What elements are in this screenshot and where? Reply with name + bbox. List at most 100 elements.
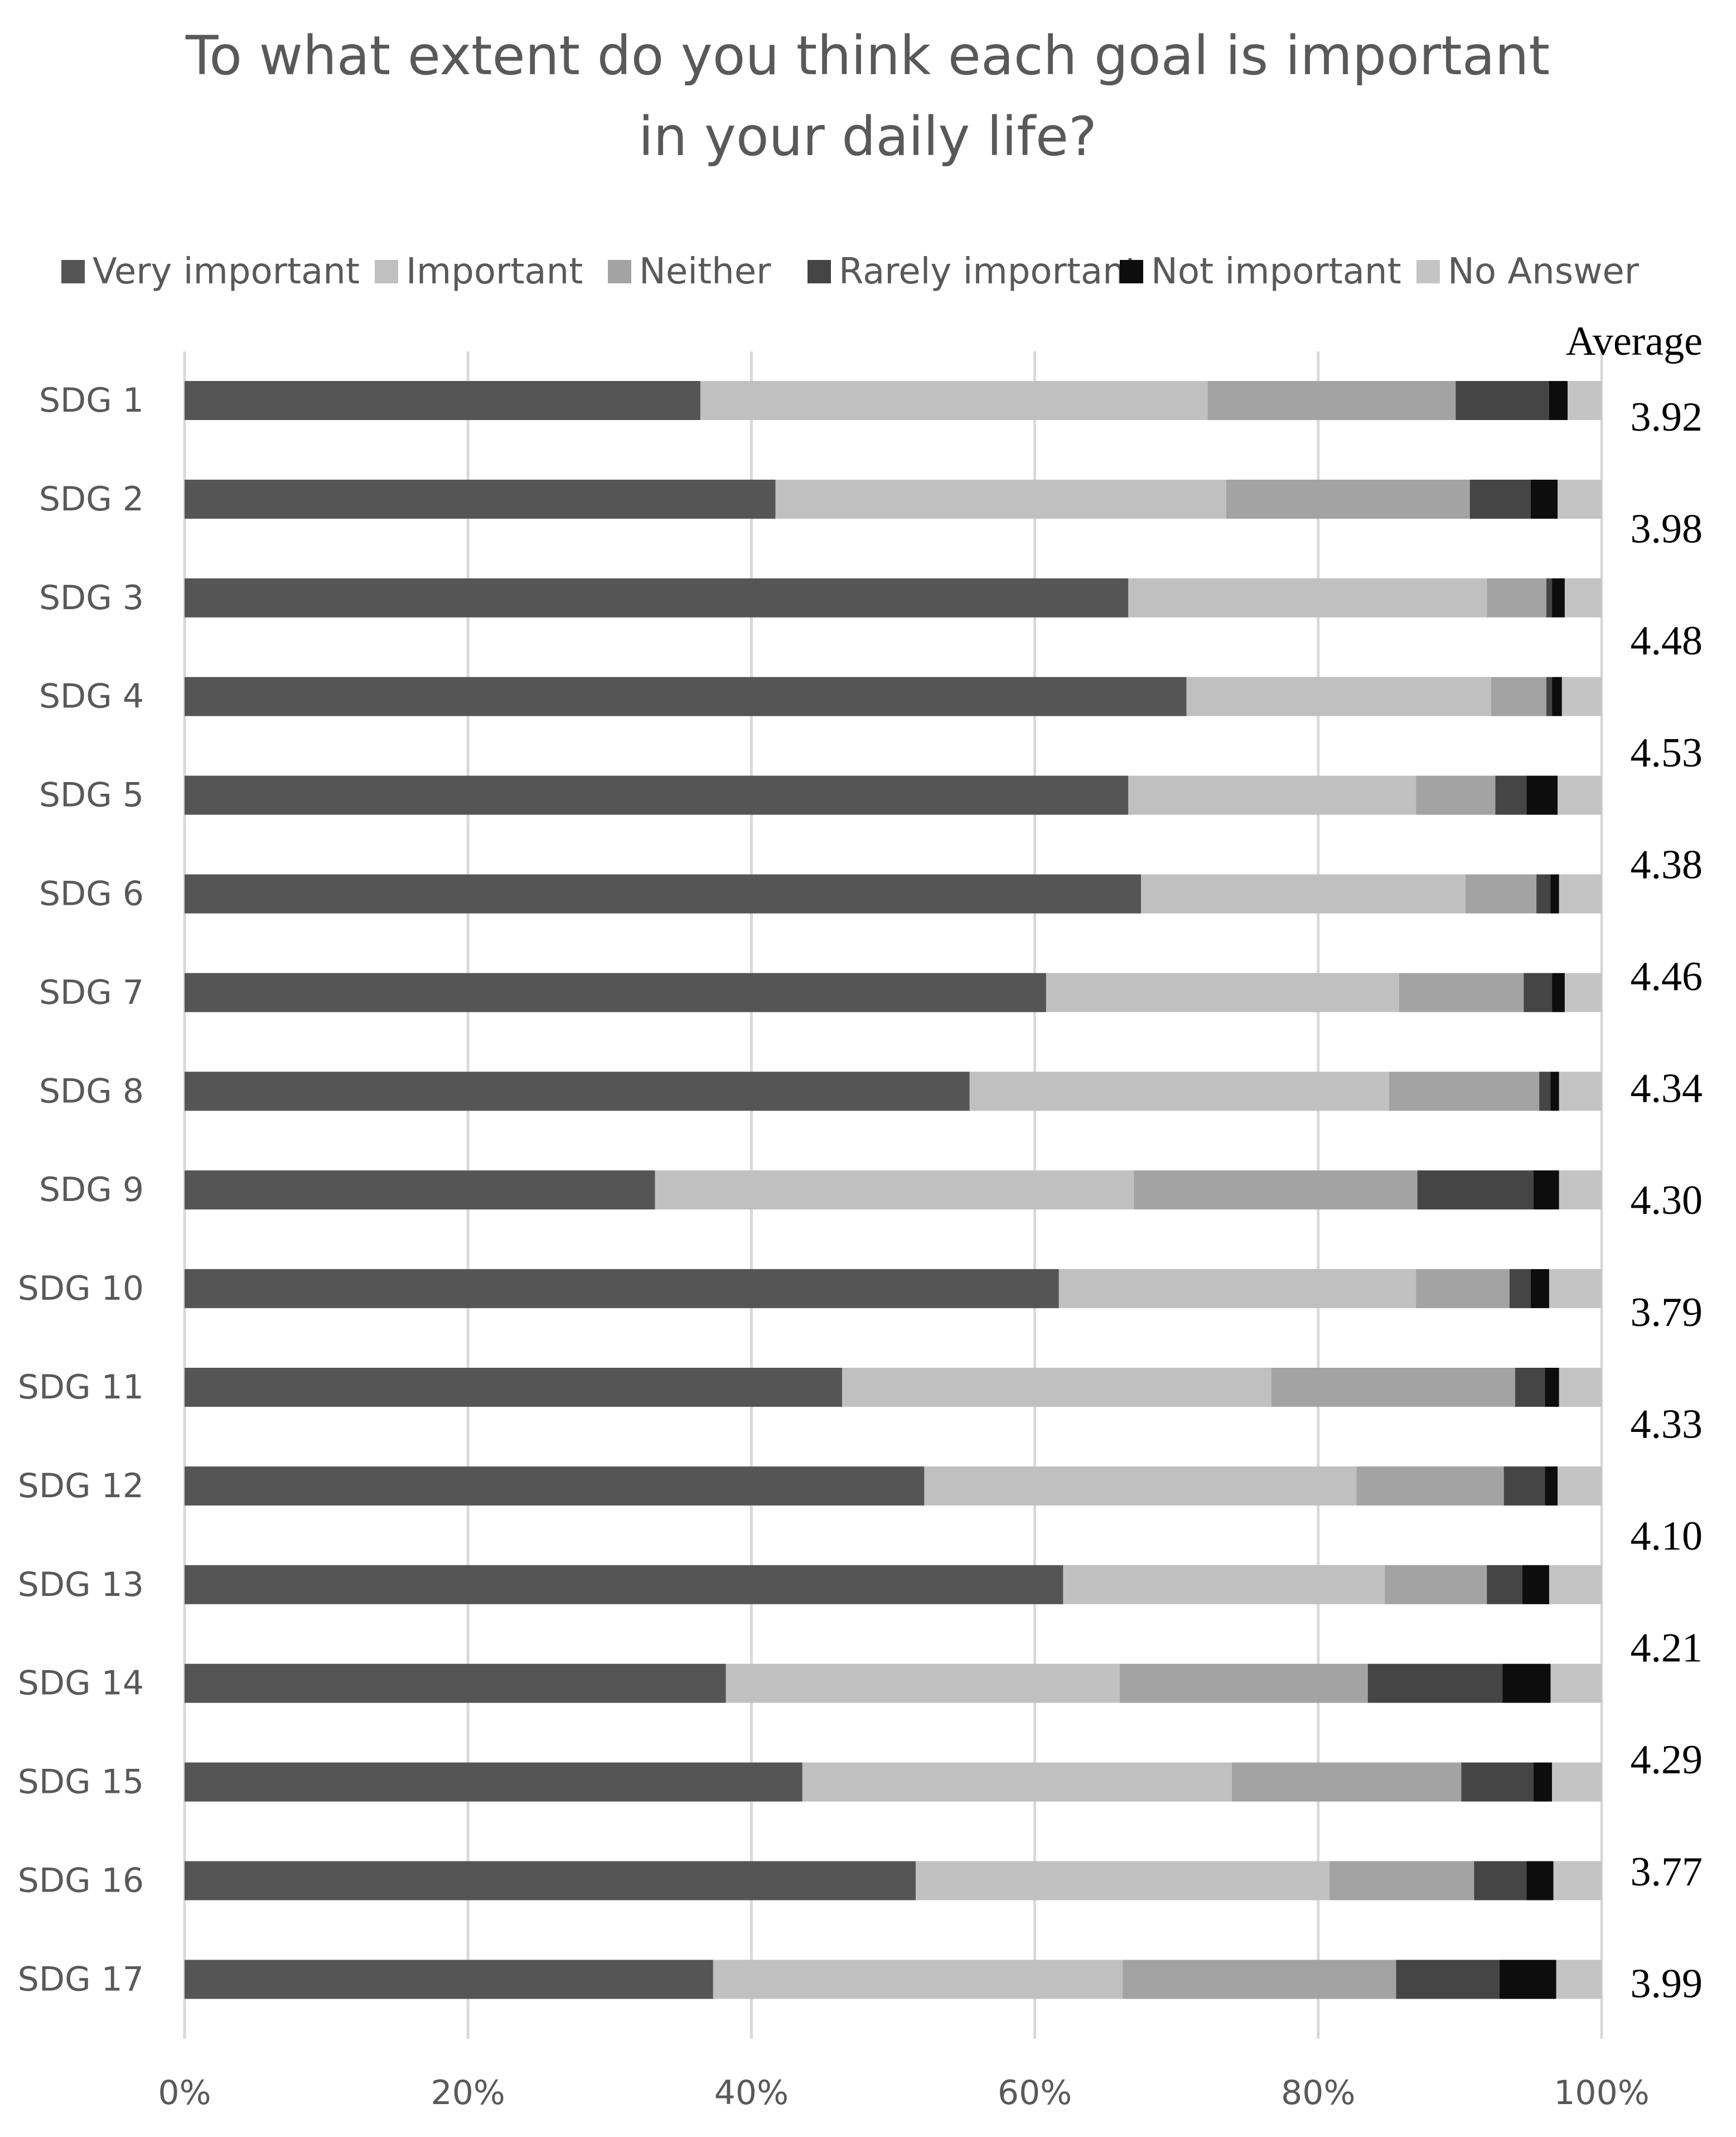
bar-segment	[185, 578, 1129, 618]
average-value: 4.46	[1631, 954, 1703, 1000]
bar-segment	[1474, 1861, 1527, 1900]
chart-title: To what extent do you think each goal is…	[185, 25, 1550, 168]
bar-segment	[1416, 1269, 1510, 1309]
bar-segment	[1469, 479, 1531, 519]
x-tick-label: 40%	[714, 2073, 789, 2112]
bar-segment	[1559, 1072, 1602, 1111]
bar-row	[185, 1565, 1602, 1604]
bar-segment	[916, 1861, 1330, 1900]
bar-segment	[1526, 775, 1558, 815]
bar-row	[185, 578, 1602, 618]
bar-segment	[1509, 1269, 1531, 1309]
bar-segment	[1568, 381, 1602, 420]
bar-segment	[1522, 1565, 1549, 1604]
bar-segment	[1367, 1663, 1503, 1703]
category-label: SDG 17	[18, 1960, 144, 1999]
bar-segment	[185, 381, 700, 420]
legend: Very important Important Neither Rarely imp…	[61, 251, 1640, 292]
average-value: 4.53	[1631, 730, 1703, 776]
legend-swatch	[61, 260, 85, 283]
bar-segment	[1385, 1565, 1487, 1604]
bar-segment	[185, 677, 1187, 716]
legend-item: Rarely important	[807, 251, 1139, 292]
category-label: SDG 12	[18, 1467, 144, 1506]
legend-swatch	[375, 260, 398, 283]
bar-segment	[1389, 1072, 1540, 1111]
legend-item: Neither	[608, 251, 771, 292]
category-label: SDG 9	[39, 1170, 144, 1209]
bar-row	[185, 677, 1602, 716]
legend-item: Important	[375, 251, 583, 292]
average-value: 4.10	[1631, 1513, 1703, 1559]
bar-segment	[1046, 973, 1399, 1012]
bar-segment	[1120, 1663, 1368, 1703]
bar-row	[185, 1072, 1602, 1111]
bar-segment	[1552, 578, 1565, 618]
category-label: SDG 11	[18, 1368, 144, 1407]
bar-segment	[1534, 1170, 1559, 1210]
bar-segment	[185, 1861, 916, 1900]
bar-segment	[1559, 874, 1602, 914]
average-header: Average	[1566, 319, 1703, 364]
bar-segment	[185, 1762, 802, 1802]
bar-segment	[1553, 1861, 1602, 1900]
category-label: SDG 14	[18, 1664, 144, 1703]
bar-segment	[185, 1072, 970, 1111]
x-axis-ticks: 0% 20% 40% 60% 80% 100%	[158, 2073, 1649, 2112]
x-tick-label: 100%	[1554, 2073, 1650, 2112]
category-label: SDG 1	[39, 381, 144, 420]
bar-segment	[185, 874, 1142, 914]
bar-segment	[185, 479, 776, 519]
bar-segment	[1536, 874, 1551, 914]
bar-segment	[1552, 1762, 1602, 1802]
bar-segment	[1549, 381, 1568, 420]
legend-label: Very important	[93, 251, 360, 292]
bar-segment	[185, 1565, 1063, 1604]
bar-segment	[1530, 479, 1558, 519]
bar-segment	[1550, 1663, 1602, 1703]
bar-row	[185, 1960, 1602, 1999]
average-value: 3.99	[1631, 1961, 1703, 2006]
bar-segment	[1503, 1466, 1545, 1506]
bar-segment	[775, 479, 1226, 519]
category-label: SDG 7	[39, 973, 144, 1012]
bar-segment	[1524, 973, 1553, 1012]
bar-row	[185, 775, 1602, 815]
bar-segment	[185, 1466, 925, 1506]
average-value: 3.98	[1631, 506, 1703, 552]
bar-row	[185, 1368, 1602, 1407]
bar-row	[185, 1466, 1602, 1506]
x-tick-label: 20%	[431, 2073, 505, 2112]
bar-segment	[1561, 677, 1602, 716]
legend-swatch	[608, 260, 631, 283]
bar-segment	[1534, 1762, 1553, 1802]
bar-row	[185, 1663, 1602, 1703]
bar-segment	[1134, 1170, 1418, 1210]
bar-segment	[1063, 1565, 1385, 1604]
bar-segment	[1058, 1269, 1416, 1309]
average-value: 3.92	[1631, 394, 1703, 440]
bar-segment	[969, 1072, 1389, 1111]
bar-row	[185, 381, 1602, 420]
category-label: SDG 10	[18, 1269, 144, 1308]
chart-title-line: To what extent do you think each goal is…	[185, 25, 1550, 87]
bar-segment	[1271, 1368, 1515, 1407]
bar-segment	[1186, 677, 1491, 716]
average-value: 4.38	[1631, 842, 1703, 887]
bar-segment	[1396, 1960, 1500, 1999]
bar-segment	[1545, 1466, 1558, 1506]
average-value: 3.77	[1631, 1849, 1703, 1895]
category-label: SDG 3	[39, 578, 144, 618]
bar-segment	[1545, 1368, 1559, 1407]
bar-row	[185, 1170, 1602, 1210]
bar-row	[185, 479, 1602, 519]
bar-segment	[1141, 874, 1466, 914]
bar-segment	[1226, 479, 1470, 519]
category-label: SDG 6	[39, 875, 144, 914]
bar-segment	[185, 1170, 655, 1210]
bar-row	[185, 874, 1602, 914]
legend-label: Rarely important	[839, 251, 1139, 292]
average-value: 4.30	[1631, 1178, 1703, 1223]
legend-label: Neither	[639, 251, 771, 292]
